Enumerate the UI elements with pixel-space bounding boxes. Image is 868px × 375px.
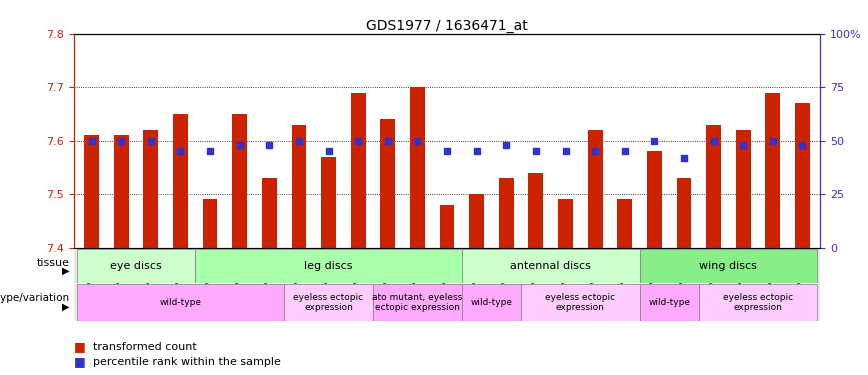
Bar bbox=[195, 249, 462, 283]
Bar bbox=[380, 119, 395, 248]
Point bbox=[321, 148, 335, 154]
Bar bbox=[114, 135, 128, 248]
Bar bbox=[202, 200, 218, 248]
Point bbox=[470, 148, 483, 154]
Text: ▶: ▶ bbox=[62, 266, 69, 276]
Bar bbox=[529, 173, 543, 248]
Point bbox=[736, 142, 750, 148]
Bar bbox=[262, 178, 277, 248]
Bar bbox=[76, 249, 195, 283]
Point bbox=[618, 148, 632, 154]
Text: ■: ■ bbox=[74, 340, 86, 353]
Bar bbox=[699, 284, 818, 321]
Text: tissue: tissue bbox=[36, 258, 69, 267]
Point bbox=[352, 138, 365, 144]
Point bbox=[589, 148, 602, 154]
Bar bbox=[284, 284, 373, 321]
Bar bbox=[173, 114, 187, 248]
Point bbox=[233, 142, 247, 148]
Point bbox=[203, 148, 217, 154]
Text: genotype/variation: genotype/variation bbox=[0, 293, 69, 303]
Bar bbox=[76, 284, 284, 321]
Bar bbox=[736, 130, 751, 248]
Point bbox=[262, 142, 276, 148]
Bar bbox=[143, 130, 158, 248]
Text: wing discs: wing discs bbox=[700, 261, 758, 271]
Bar bbox=[766, 93, 780, 248]
Point bbox=[648, 138, 661, 144]
Bar bbox=[439, 205, 455, 248]
Bar bbox=[321, 157, 336, 248]
Point bbox=[529, 148, 542, 154]
Bar bbox=[462, 284, 521, 321]
Bar bbox=[521, 284, 640, 321]
Point bbox=[115, 138, 128, 144]
Text: antennal discs: antennal discs bbox=[510, 261, 591, 271]
Bar bbox=[588, 130, 602, 248]
Text: eyeless ectopic
expression: eyeless ectopic expression bbox=[723, 293, 793, 312]
Point bbox=[381, 138, 395, 144]
Point bbox=[796, 142, 810, 148]
Bar bbox=[410, 87, 424, 248]
Bar bbox=[292, 124, 306, 248]
Point bbox=[440, 148, 454, 154]
Point bbox=[411, 138, 424, 144]
Point bbox=[766, 138, 779, 144]
Bar bbox=[640, 284, 699, 321]
Text: eye discs: eye discs bbox=[110, 261, 161, 271]
Text: ■: ■ bbox=[74, 356, 86, 368]
Text: wild-type: wild-type bbox=[160, 298, 201, 307]
Text: transformed count: transformed count bbox=[93, 342, 197, 352]
Point bbox=[144, 138, 158, 144]
Bar bbox=[647, 152, 661, 248]
Point bbox=[499, 142, 513, 148]
Point bbox=[559, 148, 573, 154]
Bar bbox=[707, 124, 721, 248]
Bar bbox=[84, 135, 99, 248]
Text: leg discs: leg discs bbox=[305, 261, 352, 271]
Text: ato mutant, eyeless
ectopic expression: ato mutant, eyeless ectopic expression bbox=[372, 293, 463, 312]
Text: wild-type: wild-type bbox=[470, 298, 512, 307]
Point bbox=[174, 148, 187, 154]
Title: GDS1977 / 1636471_at: GDS1977 / 1636471_at bbox=[366, 19, 528, 33]
Point bbox=[707, 138, 720, 144]
Bar bbox=[373, 284, 462, 321]
Text: ▶: ▶ bbox=[62, 302, 69, 312]
Bar bbox=[795, 103, 810, 248]
Text: wild-type: wild-type bbox=[648, 298, 690, 307]
Bar bbox=[462, 249, 640, 283]
Bar bbox=[617, 200, 632, 248]
Point bbox=[677, 155, 691, 161]
Text: percentile rank within the sample: percentile rank within the sample bbox=[93, 357, 280, 367]
Text: eyeless ectopic
expression: eyeless ectopic expression bbox=[545, 293, 615, 312]
Bar bbox=[351, 93, 365, 248]
Point bbox=[292, 138, 306, 144]
Text: eyeless ectopic
expression: eyeless ectopic expression bbox=[293, 293, 364, 312]
Bar bbox=[640, 249, 818, 283]
Bar bbox=[470, 194, 484, 248]
Bar bbox=[676, 178, 692, 248]
Bar bbox=[233, 114, 247, 248]
Bar bbox=[558, 200, 573, 248]
Point bbox=[84, 138, 98, 144]
Bar bbox=[499, 178, 514, 248]
